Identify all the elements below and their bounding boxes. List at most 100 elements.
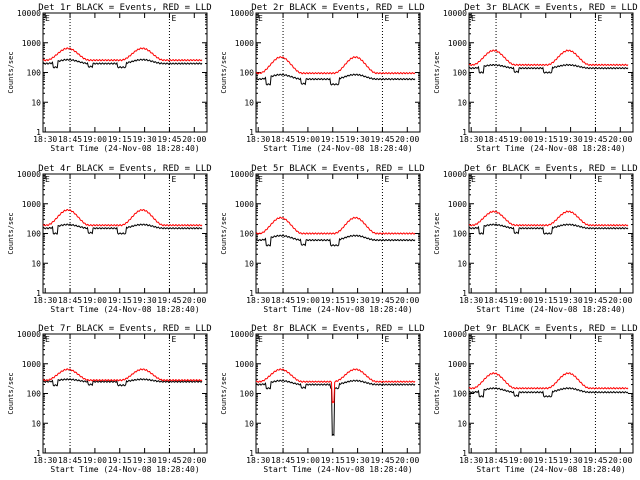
y-tick-label: 1000 [235,39,254,48]
x-tick-label: 20:00 [395,296,419,305]
series-line-lld [255,368,416,404]
x-tick-label: 18:45 [271,135,295,144]
x-tick-label: 19:00 [509,135,533,144]
y-tick-label: 10 [244,98,254,107]
corner-mark: E [45,14,50,23]
plot-frame [255,333,421,454]
y-tick-label: 1000 [448,39,467,48]
series-line-events [468,223,629,235]
y-tick-label: 1 [462,449,467,458]
panel-title: Det 1r BLACK = Events, RED = LLD [38,3,211,13]
y-tick-label: 10 [31,419,41,428]
corner-mark: E [384,14,389,23]
x-axis-label: Start Time (24-Nov-08 18:28:40) [50,465,199,474]
corner-mark: E [597,175,602,184]
x-tick-label: 18:45 [271,296,295,305]
x-axis-label: Start Time (24-Nov-08 18:28:40) [476,305,625,314]
y-tick-label: 10000 [17,9,41,18]
y-tick-label: 10 [31,259,41,268]
series-line-events [468,387,629,398]
x-tick-label: 19:30 [346,456,370,465]
x-tick-label: 19:30 [346,135,370,144]
y-tick-label: 10000 [230,170,254,179]
y-tick-label: 1 [249,128,254,137]
y-tick-label: 10000 [17,170,41,179]
x-tick-label: 19:30 [559,456,583,465]
y-tick-label: 100 [240,230,255,239]
panel-title: Det 6r BLACK = Events, RED = LLD [464,164,637,174]
x-tick-label: 19:45 [157,456,181,465]
y-tick-label: 1 [36,128,41,137]
x-axis-label: Start Time (24-Nov-08 18:28:40) [50,305,199,314]
panel-title: Det 2r BLACK = Events, RED = LLD [251,3,424,13]
y-tick-label: 10 [31,98,41,107]
x-tick-label: 18:45 [58,456,82,465]
x-tick-label: 19:15 [108,456,132,465]
x-tick-label: 19:15 [321,296,345,305]
y-tick-label: 100 [240,69,255,78]
x-tick-label: 19:15 [108,135,132,144]
series-line-events [255,379,416,437]
x-axis-label: Start Time (24-Nov-08 18:28:40) [263,144,412,153]
x-axis-label: Start Time (24-Nov-08 18:28:40) [476,144,625,153]
x-tick-label: 19:15 [321,456,345,465]
x-tick-label: 19:30 [133,135,157,144]
y-tick-label: 1 [36,449,41,458]
y-tick-label: 1 [462,128,467,137]
x-tick-label: 19:45 [583,456,607,465]
plot-frame [42,12,208,133]
y-axis-label: Counts/sec [7,51,15,93]
y-axis-label: Counts/sec [433,212,441,254]
y-axis-label: Counts/sec [220,212,228,254]
panel-title: Det 4r BLACK = Events, RED = LLD [38,164,211,174]
x-tick-label: 20:00 [182,296,206,305]
y-tick-label: 100 [27,390,42,399]
series-line-events [255,234,416,247]
series-line-events [255,73,416,86]
y-axis-label: Counts/sec [433,372,441,414]
x-tick-label: 19:30 [346,296,370,305]
x-tick-label: 19:15 [108,296,132,305]
panel-title: Det 8r BLACK = Events, RED = LLD [251,324,424,334]
panel-title: Det 7r BLACK = Events, RED = LLD [38,324,211,334]
corner-mark: E [384,175,389,184]
y-tick-label: 10000 [230,330,254,339]
y-tick-label: 10000 [443,9,467,18]
x-tick-label: 20:00 [182,135,206,144]
y-tick-label: 1000 [22,39,41,48]
series-line-lld [468,49,629,67]
corner-mark: E [171,335,176,344]
y-tick-label: 1000 [235,200,254,209]
x-tick-label: 19:30 [559,135,583,144]
series-line-lld [42,368,203,382]
series-line-lld [255,56,416,75]
x-tick-label: 19:00 [83,456,107,465]
plot-frame [468,333,634,454]
x-tick-label: 20:00 [395,135,419,144]
x-tick-label: 19:00 [296,456,320,465]
x-tick-label: 20:00 [395,456,419,465]
corner-mark: E [597,14,602,23]
series-line-events [42,223,203,235]
x-axis-label: Start Time (24-Nov-08 18:28:40) [263,465,412,474]
y-tick-label: 10 [457,259,467,268]
plot-frame [42,333,208,454]
y-tick-label: 1 [249,449,254,458]
corner-mark: E [258,335,263,344]
x-tick-label: 18:30 [459,456,483,465]
x-tick-label: 19:30 [133,296,157,305]
x-tick-label: 18:45 [58,135,82,144]
x-tick-label: 19:15 [321,135,345,144]
x-tick-label: 19:15 [534,135,558,144]
y-tick-label: 10 [244,419,254,428]
x-tick-label: 18:45 [484,135,508,144]
y-tick-label: 100 [240,390,255,399]
corner-mark: E [258,175,263,184]
x-tick-label: 18:45 [484,296,508,305]
x-tick-label: 19:30 [559,296,583,305]
x-tick-label: 18:30 [246,456,270,465]
